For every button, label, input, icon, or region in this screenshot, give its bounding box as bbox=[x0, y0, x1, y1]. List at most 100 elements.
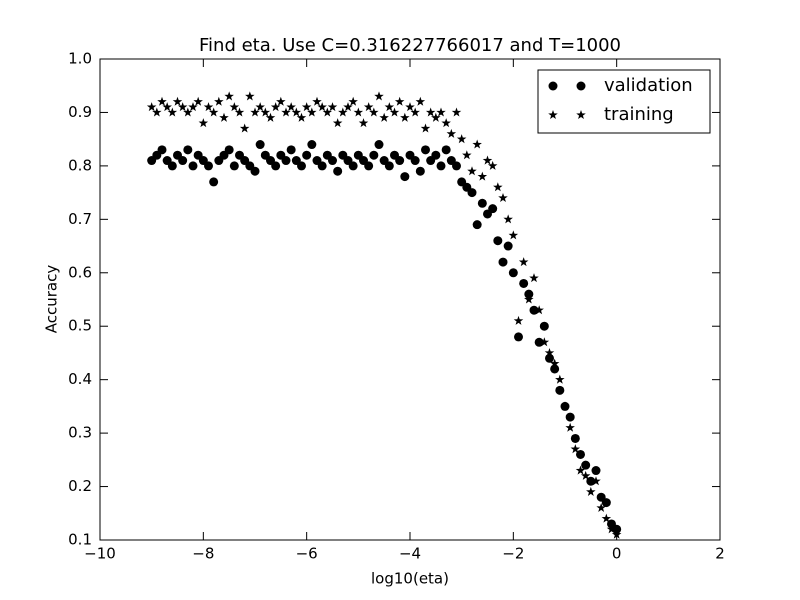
point bbox=[482, 155, 493, 165]
point bbox=[421, 145, 430, 155]
y-tick-label: 0.6 bbox=[68, 263, 92, 281]
chart-title: Find eta. Use C=0.316227766017 and T=100… bbox=[199, 35, 621, 56]
plot-area bbox=[146, 91, 622, 539]
point bbox=[565, 422, 575, 432]
point bbox=[508, 230, 519, 240]
y-axis-label: Accuracy bbox=[43, 265, 61, 334]
point bbox=[487, 160, 498, 170]
point bbox=[291, 107, 302, 117]
point bbox=[519, 278, 529, 288]
point bbox=[338, 107, 348, 117]
legend-label: validation bbox=[604, 75, 693, 96]
point bbox=[364, 161, 374, 171]
point bbox=[529, 273, 539, 283]
point bbox=[410, 107, 420, 117]
x-tick-label: −6 bbox=[296, 545, 318, 563]
point bbox=[586, 476, 596, 486]
point bbox=[208, 107, 219, 117]
point bbox=[172, 96, 183, 106]
point bbox=[229, 161, 239, 171]
point bbox=[462, 150, 472, 160]
point bbox=[498, 257, 508, 267]
point bbox=[601, 498, 611, 508]
point bbox=[209, 177, 219, 187]
point bbox=[488, 204, 498, 214]
point bbox=[513, 315, 524, 325]
point bbox=[555, 385, 565, 395]
point bbox=[178, 156, 188, 166]
point bbox=[203, 102, 214, 112]
point bbox=[394, 96, 405, 106]
point bbox=[493, 182, 503, 192]
point bbox=[405, 102, 415, 112]
point bbox=[400, 112, 410, 122]
point bbox=[467, 188, 477, 198]
point bbox=[167, 161, 177, 171]
point bbox=[167, 107, 178, 117]
point bbox=[204, 161, 213, 171]
y-tick-label: 0.4 bbox=[68, 370, 92, 388]
point bbox=[431, 112, 441, 122]
point bbox=[472, 220, 482, 230]
point bbox=[524, 294, 534, 304]
point bbox=[518, 257, 529, 267]
y-tick-label: 0.2 bbox=[68, 477, 92, 495]
point bbox=[332, 118, 343, 128]
x-tick-label: 2 bbox=[715, 545, 725, 563]
point bbox=[348, 96, 358, 106]
point bbox=[441, 145, 451, 155]
point bbox=[576, 449, 585, 459]
point bbox=[183, 145, 193, 155]
point bbox=[384, 102, 395, 112]
point bbox=[580, 470, 591, 480]
point bbox=[343, 102, 353, 112]
point bbox=[606, 524, 617, 534]
point bbox=[420, 123, 431, 133]
x-tick-label: 0 bbox=[612, 545, 622, 563]
x-tick-label: −4 bbox=[399, 545, 421, 563]
x-axis-label: log10(eta) bbox=[371, 570, 449, 588]
point bbox=[415, 166, 425, 176]
point bbox=[317, 102, 327, 112]
point bbox=[384, 161, 394, 171]
legend-marker bbox=[576, 81, 586, 91]
point bbox=[379, 112, 389, 122]
point bbox=[575, 465, 586, 475]
point bbox=[570, 444, 581, 454]
point bbox=[224, 145, 234, 155]
legend-marker bbox=[548, 81, 558, 91]
point bbox=[395, 156, 405, 166]
point bbox=[467, 166, 477, 176]
point bbox=[586, 486, 596, 496]
point bbox=[503, 241, 513, 251]
point bbox=[591, 466, 601, 476]
point bbox=[286, 102, 296, 112]
point bbox=[219, 112, 229, 122]
legend-marker bbox=[576, 110, 586, 120]
point bbox=[508, 268, 518, 278]
point bbox=[581, 460, 591, 470]
point bbox=[301, 102, 312, 112]
point bbox=[188, 161, 198, 171]
point bbox=[270, 102, 281, 112]
point bbox=[374, 140, 384, 150]
point bbox=[328, 156, 337, 166]
point bbox=[452, 161, 461, 171]
point bbox=[503, 214, 513, 224]
point bbox=[410, 156, 420, 166]
point bbox=[539, 337, 550, 347]
y-tick-label: 0.1 bbox=[68, 531, 92, 549]
point bbox=[245, 91, 255, 101]
point bbox=[363, 102, 374, 112]
point bbox=[493, 236, 503, 246]
point bbox=[550, 364, 560, 374]
point bbox=[177, 102, 188, 112]
point bbox=[596, 502, 606, 512]
point bbox=[312, 96, 322, 106]
point bbox=[188, 102, 198, 112]
point bbox=[296, 112, 307, 122]
point bbox=[281, 107, 291, 117]
point bbox=[276, 96, 286, 106]
point bbox=[374, 91, 384, 101]
